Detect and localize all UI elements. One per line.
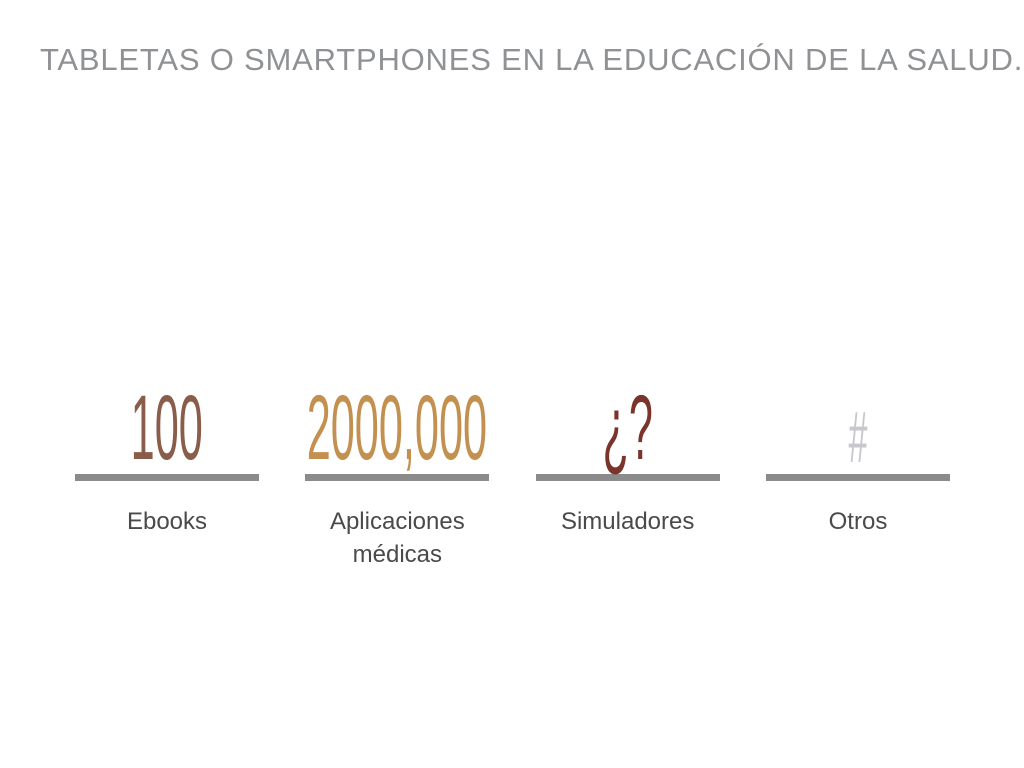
stat-label-simuladores: Simuladores <box>560 508 695 535</box>
stat-underline-rule <box>535 474 720 481</box>
stat-value-otros: # <box>848 398 868 478</box>
stat-underline-rule <box>75 474 259 481</box>
stat-value-row: ¿? <box>536 377 720 479</box>
stat-value-ebooks: 100 <box>130 377 204 479</box>
stat-label-otros: Otros <box>828 508 888 535</box>
stat-value-aplicaciones-medicas: 2000,000 <box>307 377 488 479</box>
stat-value-row: 100 <box>75 377 259 479</box>
stats-row: 100 Ebooks 2000,000 Aplicaciones médicas… <box>75 377 950 571</box>
stat-column-ebooks: 100 Ebooks <box>75 377 259 571</box>
stat-value-row: 2000,000 <box>305 377 489 479</box>
stat-column-simuladores: ¿? Simuladores <box>535 377 720 571</box>
stat-column-aplicaciones-medicas: 2000,000 Aplicaciones médicas <box>305 377 490 571</box>
slide-title: TABLETAS O SMARTPHONES EN LA EDUCACIÓN D… <box>40 42 1024 77</box>
stat-underline-rule <box>305 474 490 481</box>
stat-value-simuladores: ¿? <box>602 377 653 479</box>
stat-label-ebooks: Ebooks <box>126 508 208 535</box>
stat-underline-rule <box>765 474 950 481</box>
stat-column-otros: # Otros <box>765 384 950 571</box>
stat-label-aplicaciones-medicas: Aplicaciones médicas <box>329 508 465 568</box>
stat-value-row: # <box>766 384 950 474</box>
